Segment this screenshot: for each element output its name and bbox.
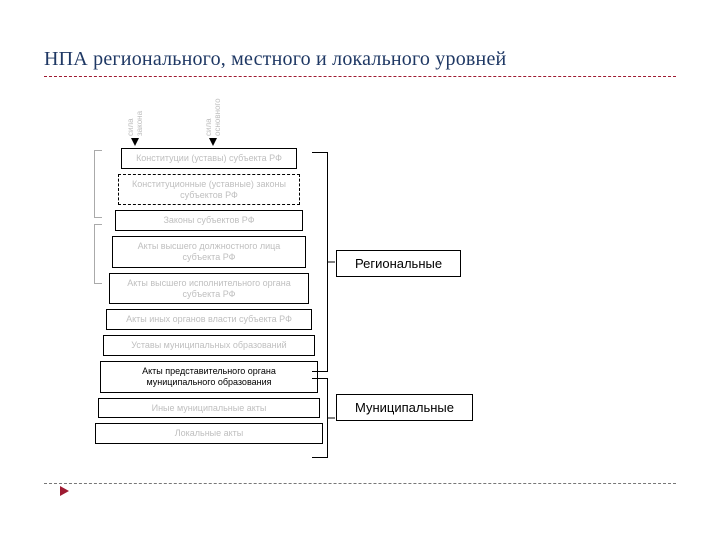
label-municipal: Муниципальные bbox=[336, 394, 473, 421]
divider-bottom bbox=[44, 483, 676, 484]
vertical-label-left-group: сила закона bbox=[126, 94, 144, 146]
vertical-label-right-group: сила основного bbox=[204, 94, 222, 146]
pyramid-level: Акты иных органов власти субъекта РФ bbox=[106, 309, 312, 330]
pyramid-level: Законы субъектов РФ bbox=[115, 210, 303, 231]
pyramid-level: Конституции (уставы) субъекта РФ bbox=[121, 148, 297, 169]
arrow-down-icon bbox=[209, 138, 217, 146]
pyramid-level: Акты представительного органа муниципаль… bbox=[100, 361, 318, 393]
vertical-label-left: сила закона bbox=[126, 94, 144, 136]
bullet-icon bbox=[60, 486, 69, 496]
pyramid-level: Акты высшего должностного лица субъекта … bbox=[112, 236, 306, 268]
bracket-regional bbox=[312, 152, 328, 372]
vertical-label-right: сила основного bbox=[204, 94, 222, 136]
pyramid-level: Акты высшего исполнительного органа субъ… bbox=[109, 273, 309, 305]
page-title: НПА регионального, местного и локального… bbox=[44, 48, 506, 71]
arrow-down-icon bbox=[131, 138, 139, 146]
bracket-municipal bbox=[312, 378, 328, 458]
pyramid: Конституции (уставы) субъекта РФ Констит… bbox=[100, 148, 318, 444]
pyramid-level: Уставы муниципальных образований bbox=[103, 335, 315, 356]
pyramid-level: Иные муниципальные акты bbox=[98, 398, 320, 419]
pyramid-level: Конституционные (уставные) законы субъек… bbox=[118, 174, 300, 206]
divider-top bbox=[44, 76, 676, 77]
pyramid-level: Локальные акты bbox=[95, 423, 323, 444]
label-regional: Региональные bbox=[336, 250, 461, 277]
